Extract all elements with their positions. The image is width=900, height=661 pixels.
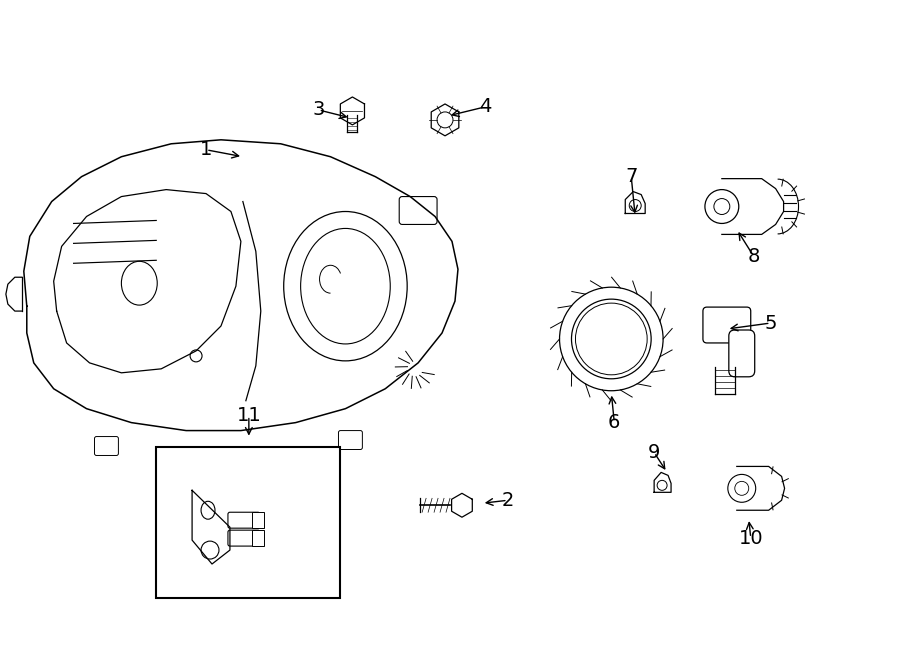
FancyBboxPatch shape (259, 447, 283, 465)
Text: 6: 6 (608, 413, 620, 432)
FancyBboxPatch shape (228, 530, 260, 546)
FancyBboxPatch shape (729, 330, 755, 377)
Text: 9: 9 (648, 443, 661, 462)
Text: 1: 1 (200, 140, 212, 159)
FancyBboxPatch shape (228, 512, 260, 528)
Text: 11: 11 (237, 406, 261, 425)
Bar (252, 530, 264, 546)
Text: 8: 8 (748, 247, 760, 266)
FancyBboxPatch shape (400, 196, 437, 225)
FancyBboxPatch shape (169, 447, 194, 465)
Bar (157, 447, 340, 598)
Text: 5: 5 (764, 313, 777, 332)
FancyBboxPatch shape (338, 430, 363, 449)
FancyBboxPatch shape (94, 436, 119, 455)
Text: 7: 7 (625, 167, 637, 186)
Text: 2: 2 (501, 490, 514, 510)
Text: 4: 4 (479, 97, 491, 116)
Bar (252, 512, 264, 528)
Text: 10: 10 (738, 529, 763, 547)
FancyBboxPatch shape (703, 307, 751, 343)
Text: 3: 3 (312, 100, 325, 120)
